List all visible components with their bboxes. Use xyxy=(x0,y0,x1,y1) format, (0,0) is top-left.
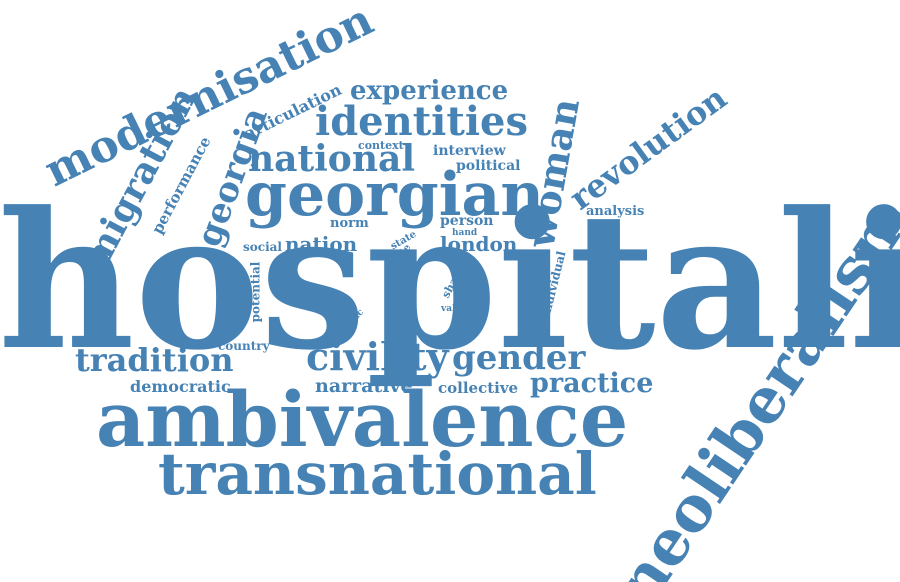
word-hand: hand xyxy=(452,228,478,238)
word-democratic: democratic xyxy=(130,377,231,396)
word-practice: practice xyxy=(530,368,654,399)
word-transnational: transnational xyxy=(158,440,597,508)
word-tradition: tradition xyxy=(75,341,234,379)
word-social: social xyxy=(243,240,282,254)
word-national: national xyxy=(248,138,415,180)
word-data: data xyxy=(392,291,415,301)
word-person: person xyxy=(440,213,494,229)
word-potential: potential xyxy=(248,261,263,323)
word-norm: norm xyxy=(330,216,369,231)
word-thesis: thesis xyxy=(455,292,485,302)
word-georgian: georgian xyxy=(245,160,545,230)
word-country: country xyxy=(218,339,270,353)
word-political: political xyxy=(456,158,521,174)
word-identities: identities xyxy=(315,98,529,145)
word-civility: civility xyxy=(306,334,449,379)
word-collective: collective xyxy=(438,379,519,397)
word-hospitality: hospitality xyxy=(0,171,900,392)
word-london: london xyxy=(440,232,518,256)
word-narrative: narrative xyxy=(315,375,413,397)
word-experience: experience xyxy=(350,76,509,106)
word-gender: gender xyxy=(452,338,586,378)
word-interview: interview xyxy=(433,143,506,159)
word-nation: nation xyxy=(285,232,358,256)
word-value: value xyxy=(441,304,468,314)
word-analysis: analysis xyxy=(586,204,645,219)
word-live: live xyxy=(398,281,414,291)
word-ambivalence: ambivalence xyxy=(96,375,629,464)
word-context: context xyxy=(358,139,404,152)
